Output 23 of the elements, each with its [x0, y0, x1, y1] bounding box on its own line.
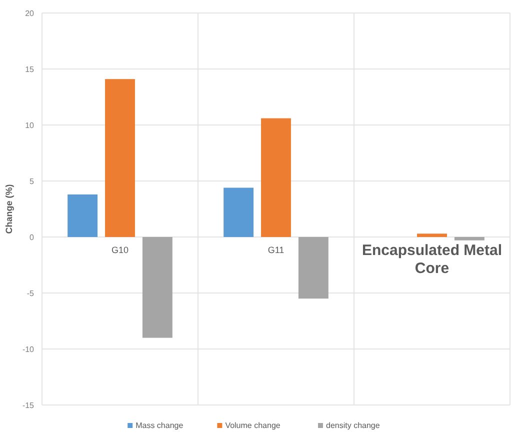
y-tick-label: 5: [30, 176, 35, 186]
y-tick-label: 20: [25, 8, 35, 18]
legend-label: density change: [326, 421, 380, 430]
y-tick-label: 15: [25, 64, 35, 74]
bar: [261, 118, 291, 237]
bar: [105, 79, 135, 237]
bar: [298, 237, 328, 299]
y-tick-label: 0: [30, 232, 35, 242]
y-tick-label: -15: [22, 400, 35, 410]
bar: [68, 194, 98, 237]
y-tick-label: -5: [26, 288, 35, 298]
bar: [417, 234, 447, 237]
x-tick-label: G10: [111, 245, 129, 255]
bar: [142, 237, 172, 338]
legend-label: Mass change: [136, 421, 184, 430]
y-tick-label: 10: [25, 120, 35, 130]
bar: [454, 237, 484, 240]
bar: [224, 188, 254, 237]
y-tick-label: -10: [22, 344, 35, 354]
x-tick-label: G11: [268, 245, 284, 255]
legend-label: Volume change: [225, 421, 281, 430]
y-axis-title: Change (%): [4, 184, 14, 234]
x-tick-label: Encapsulated Metal Core: [362, 242, 502, 277]
